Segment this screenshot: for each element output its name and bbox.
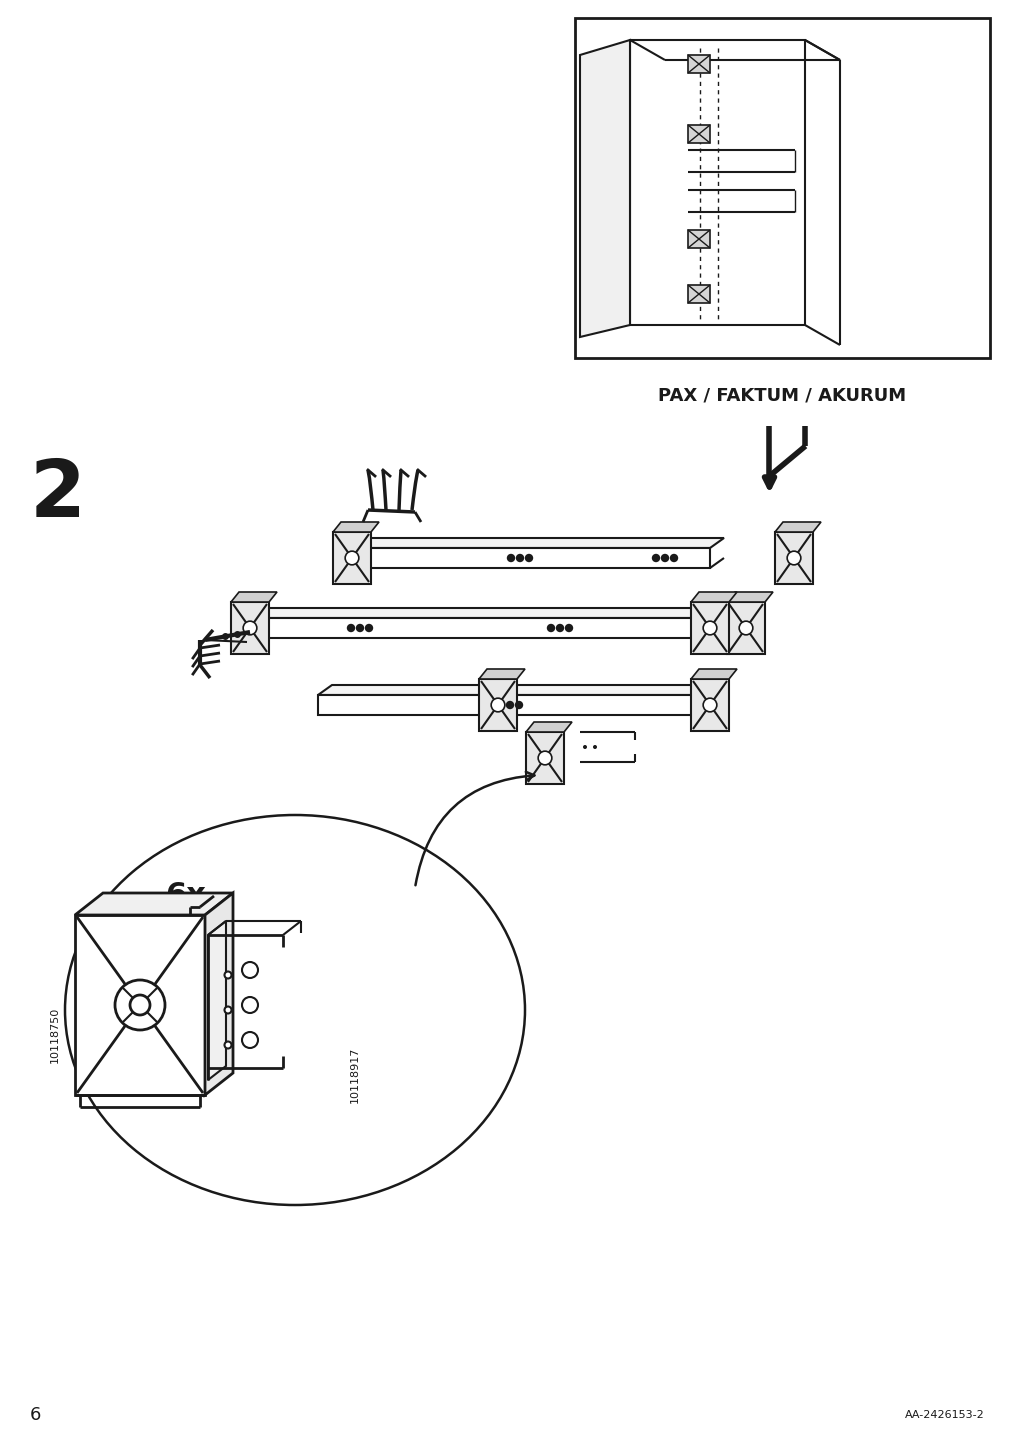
Circle shape — [345, 551, 359, 564]
Circle shape — [242, 962, 258, 978]
Circle shape — [129, 995, 150, 1015]
Polygon shape — [579, 40, 630, 337]
Circle shape — [115, 979, 165, 1030]
Bar — [687, 54, 710, 73]
Polygon shape — [478, 669, 525, 679]
Circle shape — [547, 624, 554, 632]
Polygon shape — [248, 609, 723, 619]
Polygon shape — [333, 523, 379, 533]
Bar — [691, 601, 728, 654]
Polygon shape — [350, 548, 710, 569]
Text: 6x: 6x — [165, 881, 205, 909]
Circle shape — [652, 554, 659, 561]
Bar — [231, 601, 269, 654]
Circle shape — [538, 752, 551, 765]
Bar — [526, 732, 563, 783]
Text: 10118750: 10118750 — [50, 1007, 60, 1063]
Circle shape — [661, 554, 668, 561]
Circle shape — [787, 551, 800, 564]
Bar — [687, 285, 710, 304]
Circle shape — [356, 624, 363, 632]
Bar — [630, 40, 804, 325]
Circle shape — [515, 702, 522, 709]
Polygon shape — [75, 894, 233, 915]
Circle shape — [497, 702, 504, 709]
Circle shape — [582, 745, 586, 749]
Polygon shape — [208, 921, 225, 1080]
Polygon shape — [526, 722, 571, 732]
Circle shape — [365, 624, 372, 632]
Bar — [75, 915, 205, 1095]
Circle shape — [224, 971, 232, 978]
Bar — [726, 601, 764, 654]
Circle shape — [506, 702, 513, 709]
Bar — [687, 231, 710, 248]
Circle shape — [242, 1032, 258, 1048]
Circle shape — [592, 745, 596, 749]
Polygon shape — [691, 669, 736, 679]
Polygon shape — [317, 695, 710, 715]
Text: PAX / FAKTUM / AKURUM: PAX / FAKTUM / AKURUM — [658, 387, 906, 404]
Bar — [574, 19, 989, 358]
Bar — [774, 533, 812, 584]
Bar — [687, 125, 710, 143]
Polygon shape — [691, 591, 736, 601]
Circle shape — [224, 1041, 232, 1048]
Circle shape — [347, 624, 354, 632]
Circle shape — [556, 624, 563, 632]
Circle shape — [670, 554, 676, 561]
Circle shape — [507, 554, 514, 561]
Polygon shape — [205, 894, 233, 1095]
Polygon shape — [231, 591, 277, 601]
Circle shape — [490, 699, 504, 712]
Bar — [333, 533, 371, 584]
Polygon shape — [317, 684, 723, 695]
Text: AA-2426153-2: AA-2426153-2 — [905, 1411, 984, 1421]
Circle shape — [243, 621, 257, 634]
Text: 10118917: 10118917 — [350, 1047, 360, 1103]
Polygon shape — [248, 619, 710, 639]
Circle shape — [738, 621, 752, 634]
Circle shape — [242, 997, 258, 1012]
Polygon shape — [774, 523, 820, 533]
Text: 2: 2 — [30, 455, 86, 534]
Text: 6: 6 — [30, 1406, 41, 1423]
Bar — [478, 679, 517, 730]
Polygon shape — [350, 538, 723, 548]
Circle shape — [516, 554, 523, 561]
Circle shape — [525, 554, 532, 561]
Polygon shape — [726, 591, 772, 601]
Circle shape — [703, 699, 716, 712]
Bar — [691, 679, 728, 730]
Circle shape — [565, 624, 572, 632]
Circle shape — [224, 1007, 232, 1014]
Circle shape — [703, 621, 716, 634]
